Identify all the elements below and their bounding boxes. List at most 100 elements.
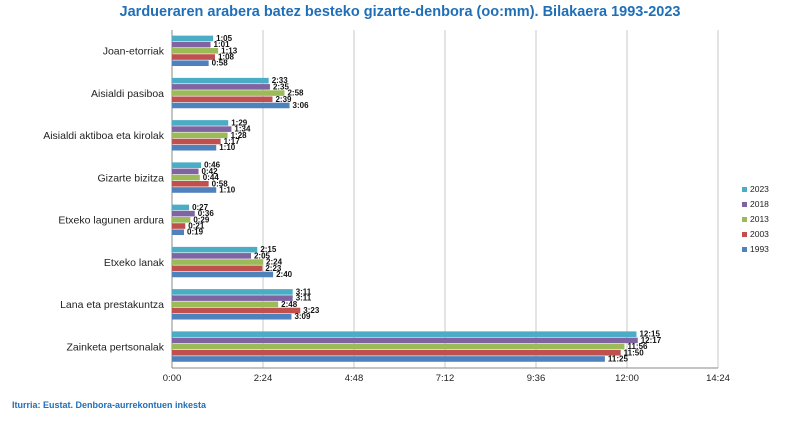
legend-label: 2023 — [750, 184, 769, 194]
bar — [172, 246, 258, 253]
data-label: 1:10 — [219, 185, 236, 194]
data-label: 0:42 — [202, 167, 219, 176]
bar — [172, 144, 217, 151]
bar — [172, 265, 263, 272]
source-note: Iturria: Eustat. Denbora-aurrekontuen in… — [12, 400, 207, 410]
data-label: 1:05 — [216, 34, 233, 43]
bar — [172, 301, 279, 308]
data-label: 0:21 — [188, 222, 205, 231]
bar — [172, 180, 209, 187]
data-label: 0:44 — [203, 173, 220, 182]
bar — [172, 210, 195, 217]
data-label: 12:17 — [641, 336, 662, 345]
data-label: 0:29 — [193, 215, 210, 224]
legend-swatch — [742, 202, 747, 207]
legend-label: 1993 — [750, 244, 769, 254]
bar — [172, 289, 293, 295]
bar — [172, 77, 269, 84]
category-label: Aisialdi pasiboa — [91, 88, 164, 100]
legend-label: 2013 — [750, 214, 769, 224]
data-label: 2:35 — [273, 82, 290, 91]
data-label: 3:11 — [296, 287, 312, 296]
bar — [172, 259, 263, 265]
bar — [172, 204, 190, 211]
bar — [172, 162, 202, 168]
data-label: 0:27 — [192, 203, 209, 212]
bar — [172, 343, 625, 350]
bar — [172, 41, 211, 48]
bar — [172, 126, 232, 132]
category-label: Etxeko lanak — [104, 257, 165, 269]
category-label: Gizarte bizitza — [97, 172, 164, 184]
x-tick-label: 7:12 — [436, 373, 455, 384]
data-label: 11:56 — [627, 342, 648, 351]
data-label: 0:46 — [204, 161, 221, 170]
category-label: Aisialdi aktiboa eta kirolak — [43, 130, 165, 142]
bar — [172, 223, 186, 229]
data-label: 11:25 — [608, 354, 629, 363]
data-label: 12:15 — [639, 330, 660, 339]
data-label: 2:48 — [281, 300, 298, 309]
data-label: 3:06 — [293, 101, 310, 110]
data-label: 3:09 — [294, 312, 311, 321]
legend-swatch — [742, 187, 747, 192]
data-label: 2:33 — [272, 76, 289, 85]
bar — [172, 253, 251, 259]
bar — [172, 349, 621, 356]
category-label: Zainketa pertsonalak — [67, 341, 165, 353]
bar — [172, 168, 199, 175]
bar — [172, 229, 185, 236]
bar — [172, 295, 293, 301]
data-label: 1:17 — [224, 137, 241, 146]
data-label: 1:34 — [234, 125, 251, 134]
data-label: 1:08 — [218, 53, 235, 62]
data-label: 0:58 — [212, 59, 229, 68]
bar — [172, 138, 221, 145]
bar — [172, 337, 638, 344]
data-label: 2:40 — [276, 270, 293, 279]
bar — [172, 48, 219, 54]
data-label: 0:19 — [187, 228, 204, 237]
bar — [172, 271, 274, 278]
data-label: 1:28 — [231, 131, 248, 140]
x-tick-label: 2:24 — [254, 373, 273, 384]
data-label: 0:36 — [198, 209, 215, 218]
x-tick-label: 12:00 — [615, 373, 639, 384]
data-label: 1:10 — [219, 143, 236, 152]
bar — [172, 313, 292, 320]
data-label: 1:29 — [231, 118, 248, 127]
data-label: 2:39 — [275, 95, 292, 104]
legend-label: 2003 — [750, 229, 769, 239]
x-tick-label: 0:00 — [163, 373, 182, 384]
bar — [172, 54, 215, 60]
category-label: Joan-etorriak — [103, 46, 165, 58]
legend-swatch — [742, 232, 747, 237]
chart-title: Jardueraren arabera batez besteko gizart… — [119, 4, 681, 20]
bar — [172, 96, 273, 103]
data-label: 3:11 — [296, 294, 312, 303]
x-tick-label: 4:48 — [345, 373, 364, 384]
bar — [172, 174, 200, 181]
data-label: 3:23 — [303, 306, 320, 315]
bar — [172, 217, 191, 223]
data-label: 1:01 — [214, 40, 231, 49]
bar — [172, 60, 209, 67]
data-label: 2:23 — [265, 264, 282, 273]
legend-label: 2018 — [750, 199, 769, 209]
x-tick-label: 9:36 — [527, 373, 546, 384]
bar — [172, 132, 228, 139]
data-label: 11:50 — [624, 348, 645, 357]
data-label: 2:24 — [266, 258, 283, 267]
bar — [172, 187, 217, 193]
bar — [172, 90, 285, 96]
bar — [172, 35, 214, 42]
bar — [172, 84, 270, 90]
bar — [172, 356, 605, 362]
bar — [172, 307, 301, 314]
data-label: 2:05 — [254, 251, 271, 260]
data-label: 0:58 — [212, 179, 229, 188]
bar — [172, 331, 637, 337]
category-label: Etxeko lagunen ardura — [58, 215, 164, 227]
legend-swatch — [742, 217, 747, 222]
